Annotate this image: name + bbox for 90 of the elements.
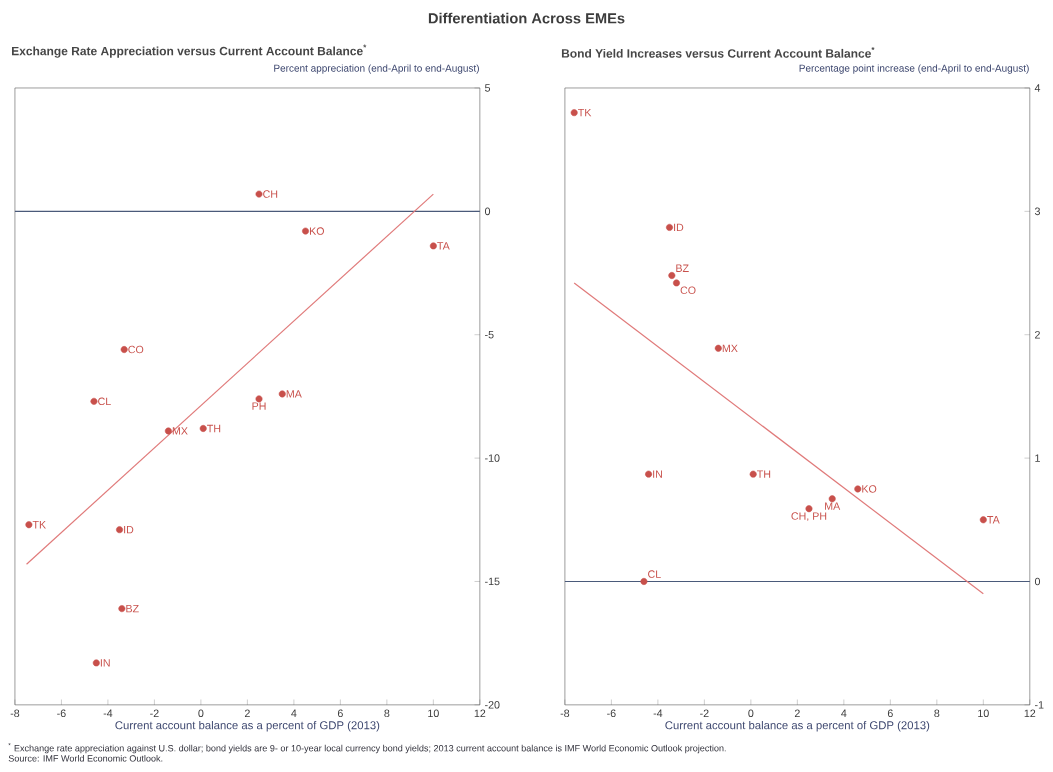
x-tick-label: 8 bbox=[934, 709, 940, 718]
annotation: CL bbox=[648, 570, 661, 578]
annotation: ID bbox=[674, 223, 684, 232]
chart-title: Bond Yield Increases versus Current Account Balance$^{*}$ bbox=[561, 47, 875, 58]
point bbox=[805, 505, 813, 513]
annotation: KO bbox=[862, 485, 877, 493]
point bbox=[673, 279, 680, 287]
y-tick-label: 2 bbox=[1035, 331, 1040, 339]
annotation: CH, PH bbox=[791, 512, 827, 522]
point bbox=[854, 485, 862, 493]
point bbox=[666, 224, 673, 231]
point bbox=[120, 346, 128, 354]
annotation: TK bbox=[32, 521, 46, 529]
annotation: TH bbox=[207, 424, 221, 433]
point bbox=[118, 605, 126, 613]
point bbox=[640, 578, 648, 586]
text: Differentiation Across EMEs bbox=[428, 12, 625, 24]
y-tick-label: -10 bbox=[485, 454, 500, 462]
x-tick-label: 6 bbox=[887, 709, 893, 718]
annotation: TK bbox=[578, 109, 592, 117]
x-tick-label: 8 bbox=[384, 709, 390, 718]
source-note: Source: IMF World Economic Outlook. bbox=[8, 755, 163, 762]
y-axis-title: Percentage point increase (end-April to end-August) bbox=[799, 64, 1029, 74]
text: $^{*}$ Exchange rate appreciation against U.S. dollar; bond yields are 9- or 10-year local currency bond yields; 2013 current account balance is IMF World Economic Outlook projection. bbox=[8, 743, 726, 754]
y-tick-label: 3 bbox=[1034, 207, 1040, 216]
x-tick-label: 6 bbox=[337, 709, 343, 718]
point bbox=[714, 344, 722, 352]
y-tick-label: 0 bbox=[484, 207, 491, 216]
x-tick-label: 12 bbox=[1024, 709, 1036, 718]
x-tick-label: 2 bbox=[794, 709, 800, 718]
point bbox=[645, 470, 653, 478]
x-tick-label: 2 bbox=[244, 709, 250, 718]
x-tick-label: -4 bbox=[653, 709, 663, 718]
annotation: BZ bbox=[126, 605, 139, 613]
x-tick-label: -6 bbox=[607, 709, 616, 718]
x-axis-title: Current account balance as a percent of GDP (2013) bbox=[665, 721, 930, 732]
point bbox=[255, 190, 263, 198]
annotation: TA bbox=[437, 242, 450, 250]
y-axis-title: Percent appreciation (end-April to end-August) bbox=[274, 64, 479, 74]
point bbox=[116, 526, 124, 534]
x-tick-label: 0 bbox=[198, 709, 204, 718]
x-tick-label: -8 bbox=[560, 709, 570, 718]
annotation: PH bbox=[252, 402, 266, 410]
x-tick-label: 4 bbox=[841, 709, 847, 718]
y-tick-label: 0 bbox=[1034, 577, 1041, 586]
annotation: MA bbox=[286, 390, 302, 398]
x-tick-label: -2 bbox=[700, 709, 709, 718]
x-tick-label: 10 bbox=[428, 709, 439, 718]
x-axis-title: Current account balance as a percent of GDP (2013) bbox=[115, 721, 380, 732]
point bbox=[429, 242, 437, 250]
y-tick-label: 4 bbox=[1034, 84, 1041, 92]
point bbox=[979, 516, 987, 524]
annotation: IN bbox=[653, 470, 662, 478]
y-tick-label: -15 bbox=[485, 577, 500, 586]
annotation: MX bbox=[172, 427, 188, 435]
x-tick-label: -4 bbox=[103, 709, 113, 718]
annotation: BZ bbox=[676, 264, 689, 273]
y-tick-label: -5 bbox=[485, 331, 494, 339]
point bbox=[570, 109, 578, 117]
x-tick-label: 10 bbox=[978, 709, 989, 718]
point bbox=[92, 659, 100, 667]
annotation: CH bbox=[263, 190, 278, 198]
point bbox=[278, 390, 286, 398]
x-tick-label: 12 bbox=[474, 709, 486, 718]
y-tick-label: -20 bbox=[485, 701, 500, 709]
y-tick-label: 5 bbox=[484, 84, 491, 92]
annotation: KO bbox=[309, 227, 324, 235]
x-tick-label: -2 bbox=[150, 709, 159, 718]
point bbox=[164, 427, 172, 435]
annotation: TA bbox=[987, 516, 1000, 524]
point bbox=[668, 272, 676, 280]
annotation: TH bbox=[757, 470, 771, 478]
y-tick-label: -1 bbox=[1035, 701, 1044, 709]
annotation: MX bbox=[722, 344, 738, 353]
point bbox=[199, 425, 207, 433]
point bbox=[749, 470, 757, 478]
y-tick-label: 1 bbox=[1035, 454, 1040, 462]
chart-subtitle: Exchange Rate Appreciation versus Current Account Balance$^{*}$ bbox=[12, 44, 367, 58]
annotation: CL bbox=[98, 397, 111, 406]
annotation: IN bbox=[100, 659, 110, 667]
annotation: CO bbox=[680, 286, 696, 295]
x-tick-label: 0 bbox=[748, 709, 754, 718]
annotation: MA bbox=[825, 502, 841, 510]
point bbox=[90, 398, 98, 405]
point bbox=[302, 227, 309, 235]
x-tick-label: -8 bbox=[10, 709, 20, 718]
x-tick-label: 4 bbox=[291, 709, 297, 718]
annotation: ID bbox=[124, 526, 134, 534]
annotation: CO bbox=[128, 345, 144, 354]
x-tick-label: -6 bbox=[57, 709, 66, 718]
